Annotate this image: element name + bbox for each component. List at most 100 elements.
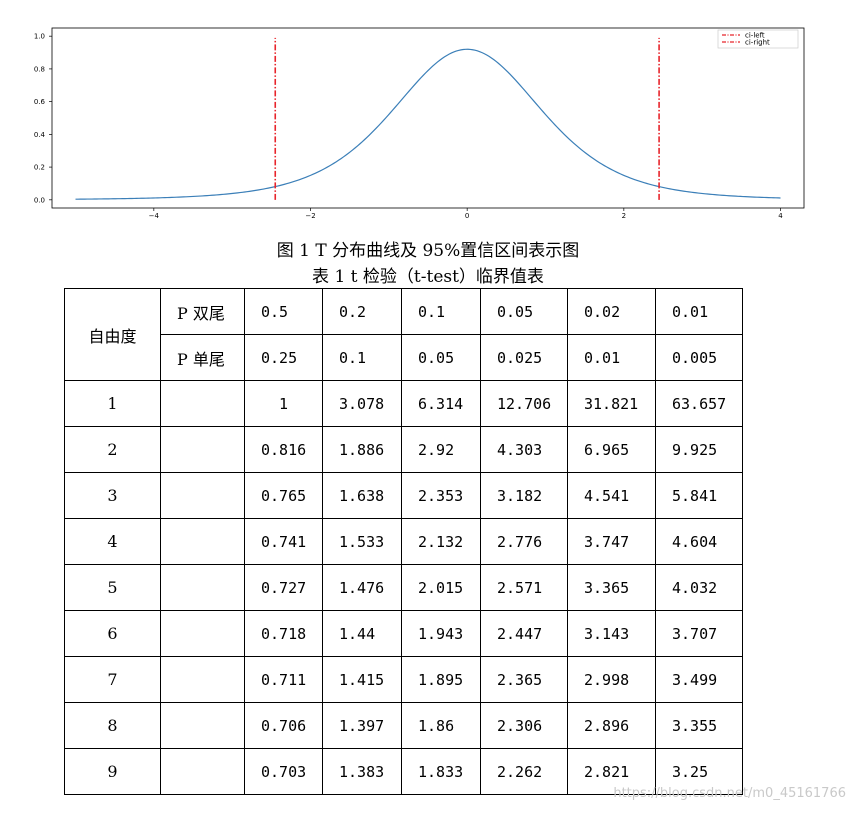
critical-value-cell: 3.143 <box>567 610 656 657</box>
two-tail-value: 0.05 <box>480 288 568 335</box>
critical-value-cell: 3.365 <box>567 564 656 611</box>
critical-value-cell: 1.533 <box>322 518 402 565</box>
table-row: 3 0.765 1.638 2.353 3.182 4.541 5.841 <box>64 472 743 519</box>
critical-value-cell: 2.92 <box>401 426 481 473</box>
table-row: 9 0.703 1.383 1.833 2.262 2.821 3.25 <box>64 748 743 795</box>
x-tick-label: 4 <box>778 212 783 220</box>
critical-value-cell: 2.365 <box>480 656 568 703</box>
critical-value-cell: 1.833 <box>401 748 481 795</box>
critical-value-cell: 0.816 <box>244 426 323 473</box>
dof-cell: 7 <box>64 656 161 703</box>
critical-value-cell: 3.707 <box>655 610 743 657</box>
critical-value-cell: 0.765 <box>244 472 323 519</box>
two-tail-value: 0.02 <box>567 288 656 335</box>
x-tick-label: −2 <box>305 212 315 220</box>
table-row: 7 0.711 1.415 1.895 2.365 2.998 3.499 <box>64 656 743 703</box>
empty-cell <box>160 656 245 703</box>
critical-value-cell: 2.571 <box>480 564 568 611</box>
critical-value-cell: 63.657 <box>655 380 743 427</box>
one-tail-value: 0.1 <box>322 334 402 381</box>
critical-value-cell: 3.747 <box>567 518 656 565</box>
empty-cell <box>160 610 245 657</box>
empty-cell <box>160 380 245 427</box>
critical-value-cell: 1.415 <box>322 656 402 703</box>
header-row-two-tail: 自由度 P 双尾 0.5 0.2 0.1 0.05 0.02 0.01 <box>64 288 743 381</box>
critical-value-cell: 3.25 <box>655 748 743 795</box>
critical-value-cell: 0.703 <box>244 748 323 795</box>
y-tick-label: 1.0 <box>34 33 45 41</box>
dof-cell: 1 <box>64 380 161 427</box>
critical-value-cell: 2.776 <box>480 518 568 565</box>
header-row-one-tail: P 单尾 0.25 0.1 0.05 0.025 0.01 0.005 <box>65 334 743 381</box>
critical-value-cell: 0.727 <box>244 564 323 611</box>
dof-cell: 3 <box>64 472 161 519</box>
two-tail-value: 0.01 <box>655 288 743 335</box>
critical-value-cell: 0.718 <box>244 610 323 657</box>
critical-value-cell: 0.741 <box>244 518 323 565</box>
table-row: 2 0.816 1.886 2.92 4.303 6.965 9.925 <box>64 426 743 473</box>
critical-value-cell: 3.499 <box>655 656 743 703</box>
x-tick-label: 0 <box>465 212 469 220</box>
critical-value-cell: 2.821 <box>567 748 656 795</box>
two-tail-label: P 双尾 <box>160 288 245 335</box>
y-tick-label: 0.8 <box>34 65 45 73</box>
critical-value-cell: 0.706 <box>244 702 323 749</box>
critical-value-cell: 3.355 <box>655 702 743 749</box>
critical-value-cell: 2.998 <box>567 656 656 703</box>
table-row: 1 1 3.078 6.314 12.706 31.821 63.657 <box>64 380 743 427</box>
legend-label: ci-left <box>745 32 765 40</box>
one-tail-label: P 单尾 <box>160 334 245 381</box>
watermark: https://blog.csdn.net/m0_45161766 <box>613 786 846 801</box>
empty-cell <box>160 472 245 519</box>
legend-label: ci-right <box>745 39 770 47</box>
critical-value-cell: 12.706 <box>480 380 568 427</box>
dof-cell: 8 <box>64 702 161 749</box>
critical-value-cell: 2.262 <box>480 748 568 795</box>
table-row: 8 0.706 1.397 1.86 2.306 2.896 3.355 <box>64 702 743 749</box>
critical-value-cell: 31.821 <box>567 380 656 427</box>
empty-cell <box>160 518 245 565</box>
one-tail-value: 0.025 <box>480 334 568 381</box>
y-tick-label: 0.2 <box>34 164 45 172</box>
table-row: 4 0.741 1.533 2.132 2.776 3.747 4.604 <box>64 518 743 565</box>
critical-value-cell: 1.86 <box>401 702 481 749</box>
critical-value-cell: 5.841 <box>655 472 743 519</box>
dof-cell: 4 <box>64 518 161 565</box>
critical-value-cell: 3.078 <box>322 380 402 427</box>
two-tail-value: 0.2 <box>322 288 402 335</box>
dof-cell: 9 <box>64 748 161 795</box>
critical-value-cell: 1.383 <box>322 748 402 795</box>
critical-value-cell: 1.886 <box>322 426 402 473</box>
table-caption: 表 1 t 检验（t-test）临界值表 <box>312 267 544 287</box>
figure-caption: 图 1 T 分布曲线及 95%置信区间表示图 <box>276 241 580 261</box>
t-distribution-chart: −4 −2 0 2 4 0.0 0.2 0.4 0.6 0.8 1.0 ci-left ci-right <box>0 0 856 225</box>
critical-value-cell: 1.476 <box>322 564 402 611</box>
critical-value-cell: 1.638 <box>322 472 402 519</box>
critical-value-table: 自由度 P 双尾 0.5 0.2 0.1 0.05 0.02 0.01 P 单尾… <box>64 288 743 795</box>
critical-value-cell: 6.965 <box>567 426 656 473</box>
one-tail-value: 0.005 <box>655 334 743 381</box>
critical-value-cell: 0.711 <box>244 656 323 703</box>
critical-value-cell: 1.943 <box>401 610 481 657</box>
one-tail-value: 0.05 <box>401 334 481 381</box>
empty-cell <box>160 748 245 795</box>
empty-cell <box>160 564 245 611</box>
critical-value-cell: 6.314 <box>401 380 481 427</box>
critical-value-cell: 4.303 <box>480 426 568 473</box>
y-tick-label: 0.6 <box>34 98 46 106</box>
two-tail-value: 0.5 <box>244 288 323 335</box>
critical-value-cell: 1 <box>244 380 323 427</box>
table-row: 6 0.718 1.44 1.943 2.447 3.143 3.707 <box>64 610 743 657</box>
dof-header: 自由度 <box>64 288 161 381</box>
x-tick-label: −4 <box>149 212 160 220</box>
critical-value-cell: 2.353 <box>401 472 481 519</box>
table-row: 5 0.727 1.476 2.015 2.571 3.365 4.032 <box>64 564 743 611</box>
critical-value-cell: 4.604 <box>655 518 743 565</box>
empty-cell <box>160 426 245 473</box>
table-body: 自由度 P 双尾 0.5 0.2 0.1 0.05 0.02 0.01 P 单尾… <box>64 288 743 795</box>
critical-value-cell: 2.306 <box>480 702 568 749</box>
critical-value-cell: 2.447 <box>480 610 568 657</box>
critical-value-cell: 1.397 <box>322 702 402 749</box>
dof-cell: 5 <box>64 564 161 611</box>
